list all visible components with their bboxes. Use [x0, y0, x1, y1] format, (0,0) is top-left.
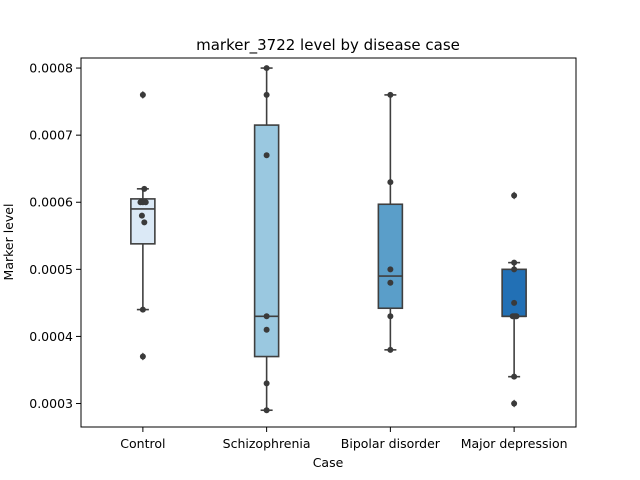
data-point: [387, 313, 394, 320]
y-tick-label: 0.0005: [29, 262, 73, 277]
y-tick-label: 0.0007: [29, 128, 73, 143]
data-point: [263, 65, 270, 72]
data-point: [511, 373, 518, 380]
data-point: [141, 219, 148, 226]
x-tick-label: Control: [120, 436, 165, 451]
data-point: [263, 407, 270, 414]
data-point: [139, 91, 146, 98]
box-group: [253, 67, 280, 412]
data-point: [139, 306, 146, 313]
data-point: [387, 91, 394, 98]
y-tick-label: 0.0006: [29, 195, 73, 210]
plot-area: [130, 65, 527, 414]
axes-frame: [80, 57, 577, 428]
data-point: [513, 313, 520, 320]
data-point: [511, 192, 518, 199]
y-tick-label: 0.0004: [29, 329, 73, 344]
data-point: [141, 185, 148, 192]
data-point: [511, 259, 518, 266]
data-point: [263, 313, 270, 320]
data-point: [138, 212, 145, 219]
box: [501, 268, 527, 318]
y-tick-label: 0.0003: [29, 396, 73, 411]
y-tick-label: 0.0008: [29, 61, 73, 76]
x-axis-label: Case: [313, 455, 344, 470]
data-point: [387, 266, 394, 273]
data-point: [263, 152, 270, 159]
box-group: [377, 94, 404, 351]
data-point: [263, 326, 270, 333]
data-point: [142, 199, 149, 206]
data-point: [387, 279, 394, 286]
y-axis-label: Marker level: [1, 204, 16, 281]
data-point: [387, 346, 394, 353]
chart-title: marker_3722 level by disease case: [196, 36, 460, 55]
data-point: [263, 380, 270, 387]
data-point: [387, 179, 394, 186]
data-point: [511, 266, 518, 273]
box: [253, 124, 280, 358]
data-point: [511, 400, 518, 407]
data-point: [511, 299, 518, 306]
data-point: [263, 91, 270, 98]
x-tick-label: Major depression: [461, 436, 568, 451]
data-point: [139, 353, 146, 360]
x-tick-label: Schizophrenia: [223, 436, 311, 451]
x-tick-label: Bipolar disorder: [341, 436, 441, 451]
box: [377, 203, 404, 310]
